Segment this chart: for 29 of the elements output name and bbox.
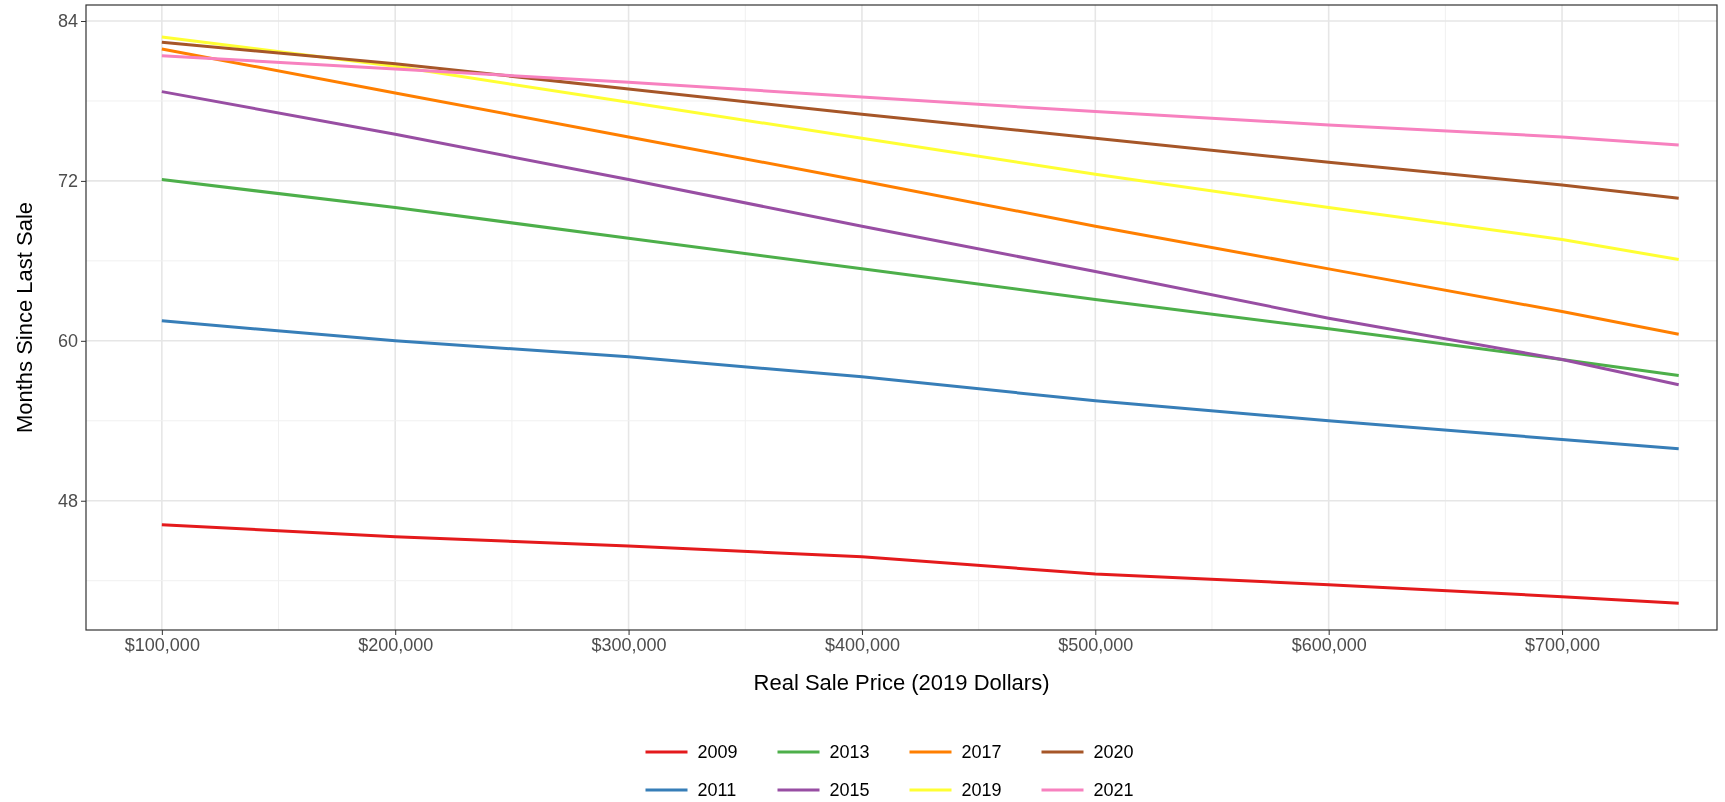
legend-label: 2013 — [829, 742, 870, 762]
x-tick-label: $200,000 — [358, 634, 434, 655]
x-tick-label: $500,000 — [1058, 634, 1134, 655]
legend-label: 2011 — [697, 780, 737, 800]
legend-label: 2009 — [697, 742, 738, 762]
line-series — [160, 35, 1681, 262]
x-tick-label: $400,000 — [824, 634, 900, 655]
legend-label: 2019 — [961, 780, 1002, 800]
line-series — [160, 178, 1681, 377]
legend-label: 2020 — [1093, 742, 1134, 762]
legend-label: 2017 — [961, 742, 1002, 762]
line-series — [160, 90, 1681, 387]
line-series — [160, 319, 1681, 451]
y-tick-label: 48 — [57, 491, 78, 511]
x-tick-label: $700,000 — [1525, 634, 1601, 655]
y-tick-label: 72 — [57, 171, 78, 192]
line-series — [160, 54, 1681, 147]
line-series — [160, 40, 1681, 200]
y-tick-label: 84 — [57, 11, 78, 32]
legend-label: 2015 — [829, 780, 870, 800]
x-tick-label: $300,000 — [591, 634, 667, 655]
y-axis-title: Months Since Last Sale — [12, 201, 37, 434]
x-axis-title: Real Sale Price (2019 Dollars) — [753, 670, 1050, 695]
line-series — [160, 47, 1681, 336]
y-tick-label: 60 — [57, 331, 78, 352]
x-tick-label: $600,000 — [1291, 634, 1367, 655]
x-tick-label: $100,000 — [124, 634, 200, 655]
line-series — [160, 523, 1681, 605]
legend-label: 2021 — [1093, 780, 1134, 800]
